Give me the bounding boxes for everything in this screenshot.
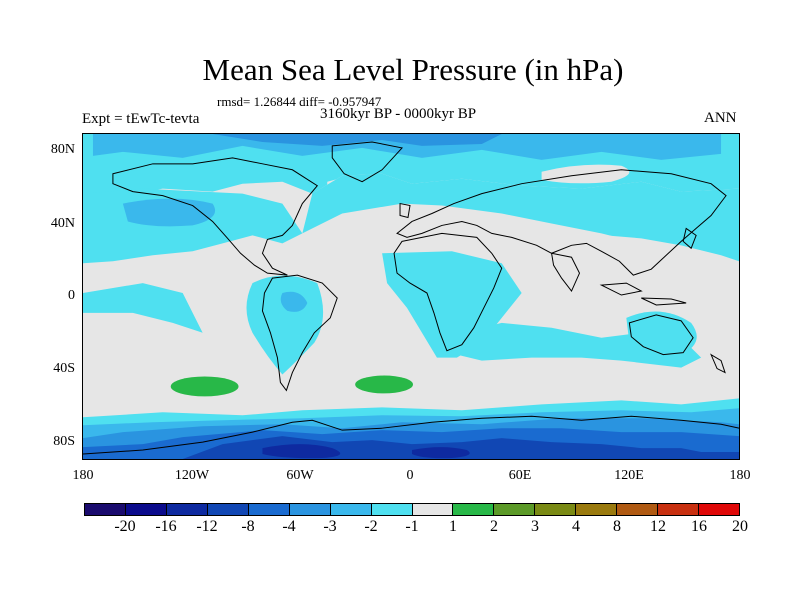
colorbar-label-14: 16 bbox=[691, 518, 707, 535]
colorbar-label-3: -8 bbox=[241, 518, 255, 535]
lon-label-60e: 60E bbox=[508, 468, 532, 483]
lon-label-0: 0 bbox=[406, 468, 414, 483]
contour-antarctic-navy bbox=[262, 444, 470, 459]
lat-label-80n: 80N bbox=[50, 142, 75, 157]
contour-north-atlantic-cyan bbox=[302, 173, 739, 264]
contour-south-atlantic-green bbox=[355, 375, 413, 394]
colorbar-box-12 bbox=[576, 504, 618, 515]
contour-east-asia-gray bbox=[581, 233, 739, 298]
colorbar-box-4 bbox=[248, 504, 290, 515]
contour-south-pacific-green bbox=[170, 376, 239, 397]
colorbar-label-8: 1 bbox=[449, 518, 457, 535]
colorbar-label-6: -2 bbox=[364, 518, 378, 535]
lon-label-120w: 120W bbox=[174, 468, 210, 483]
colorbar-box-10 bbox=[494, 504, 536, 515]
colorbar-box-13 bbox=[617, 504, 659, 515]
contour-pacific-cyan-band bbox=[83, 283, 203, 333]
lon-label-180e: 180 bbox=[729, 468, 751, 483]
lat-label-0: 0 bbox=[68, 288, 75, 303]
plot-title: Mean Sea Level Pressure (in hPa) bbox=[202, 52, 624, 87]
contour-australia-cyan bbox=[626, 311, 697, 356]
colorbar-box-9 bbox=[453, 504, 495, 515]
colorbar-label-15: 20 bbox=[732, 518, 748, 535]
colorbar-label-12: 8 bbox=[613, 518, 621, 535]
colorbar-box-6 bbox=[330, 504, 372, 515]
colorbar-box-1 bbox=[125, 504, 167, 515]
colorbar-label-2: -12 bbox=[196, 518, 218, 535]
coastline-new-zealand bbox=[710, 353, 726, 374]
colorbar-box-5 bbox=[289, 504, 331, 515]
lat-label-40n: 40N bbox=[50, 216, 75, 231]
colorbar-box-8 bbox=[412, 504, 454, 515]
lon-label-60w: 60W bbox=[286, 468, 314, 483]
coastline-indonesia bbox=[599, 282, 687, 306]
coastline-australia bbox=[628, 314, 694, 356]
contour-arctic-blue bbox=[212, 134, 502, 146]
season-label: ANN bbox=[704, 110, 737, 126]
colorbar-box-14 bbox=[658, 504, 700, 515]
colorbar-label-13: 12 bbox=[650, 518, 666, 535]
colorbar-label-1: -16 bbox=[155, 518, 177, 535]
coastline-north-america bbox=[112, 157, 319, 276]
colorbar-label-0: -20 bbox=[114, 518, 136, 535]
colorbar-label-4: -4 bbox=[282, 518, 296, 535]
coastline-antarctica bbox=[83, 415, 739, 455]
contour-south-america-lightblue bbox=[280, 291, 308, 312]
experiment-label: Expt = tEwTc-tevta bbox=[82, 111, 200, 127]
period-label: 3160kyr BP - 0000kyr BP bbox=[320, 106, 477, 122]
contour-arctic-lightblue bbox=[92, 134, 722, 160]
colorbar-box-7 bbox=[371, 504, 413, 515]
coastline-japan bbox=[682, 227, 697, 250]
lat-label-80s: 80S bbox=[53, 434, 75, 449]
colorbar-box-3 bbox=[207, 504, 249, 515]
coastline-africa bbox=[393, 232, 503, 352]
colorbar-box-0 bbox=[85, 504, 126, 515]
lon-label-180w: 180 bbox=[72, 468, 94, 483]
coastline-europe-asia bbox=[396, 169, 727, 276]
lon-label-120e: 120E bbox=[614, 468, 644, 483]
colorbar-label-7: -1 bbox=[405, 518, 419, 535]
coastline-india bbox=[550, 252, 581, 292]
colorbar-box-2 bbox=[166, 504, 208, 515]
colorbar-box-11 bbox=[535, 504, 577, 515]
coastline-greenland bbox=[331, 141, 403, 183]
colorbar bbox=[84, 503, 740, 516]
colorbar-box-15 bbox=[699, 504, 739, 515]
coastlines bbox=[83, 141, 739, 455]
coastline-south-america bbox=[261, 274, 338, 392]
colorbar-label-9: 2 bbox=[490, 518, 498, 535]
colorbar-label-5: -3 bbox=[323, 518, 337, 535]
pressure-anomaly-map bbox=[82, 133, 740, 460]
colorbar-label-11: 4 bbox=[572, 518, 580, 535]
lat-label-40s: 40S bbox=[53, 361, 75, 376]
coastline-uk bbox=[399, 202, 411, 219]
colorbar-label-10: 3 bbox=[531, 518, 539, 535]
rmsd-diff-stats: rmsd= 1.26844 diff= -0.957947 bbox=[217, 94, 382, 109]
